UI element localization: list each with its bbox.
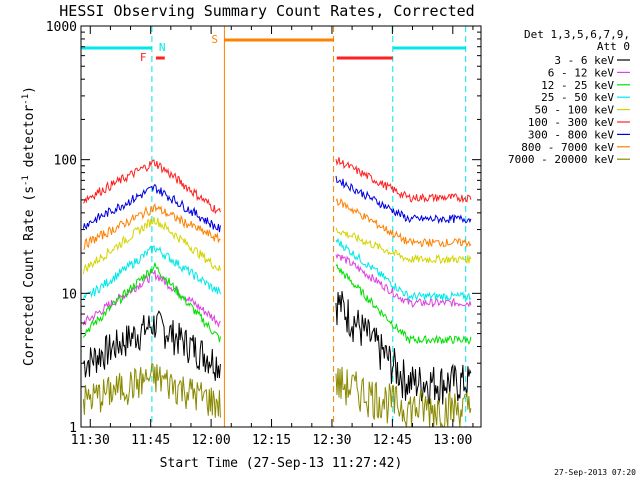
y-axis-label: Corrected Count Rate (s-1 detector-1) (21, 86, 37, 366)
legend-label: 3 - 6 keV (554, 54, 614, 67)
y-axis-label-part: detector (22, 105, 37, 176)
legend-label: 800 - 7000 keV (521, 141, 614, 154)
series-line (335, 366, 472, 428)
series-line (82, 362, 221, 418)
y-tick-label: 1000 (46, 20, 77, 35)
series-layer (82, 157, 472, 428)
series-line (83, 203, 221, 250)
axes: 11:30 11:45 12:00 12:15 12:30 12:45 13:00 1 10 10… (46, 20, 481, 448)
series-line (335, 157, 472, 204)
x-tick-label: 11:30 (71, 433, 110, 448)
series-line (82, 262, 221, 343)
y-tick-label: 1 (69, 421, 77, 436)
legend-label: 12 - 25 keV (541, 79, 614, 92)
legend-label: 6 - 12 keV (548, 66, 615, 79)
series-line (83, 159, 221, 214)
series-line (82, 245, 221, 300)
y-axis-label-sup: -1 (21, 94, 31, 105)
series-line (335, 290, 472, 407)
series-line (335, 253, 472, 308)
series-line (82, 310, 221, 381)
series-line (335, 198, 472, 248)
y-tick-label: 100 (54, 154, 77, 169)
night-flag-label: N (159, 41, 166, 54)
x-tick-label: 11:45 (131, 433, 170, 448)
plot-frame (80, 25, 482, 428)
series-line (82, 216, 221, 275)
legend-label: 7000 - 20000 keV (508, 153, 614, 166)
y-tick-label: 10 (61, 287, 77, 302)
legend-header: Det 1,3,5,6,7,9, (524, 28, 630, 41)
series-line (82, 183, 221, 233)
legend-header: Att 0 (597, 40, 630, 53)
status-flags: NF S (81, 26, 467, 427)
flare-flag-label: F (140, 51, 147, 64)
y-axis-label-part: ) (22, 86, 37, 94)
chart-title: HESSI Observing Summary Count Rates, Cor… (59, 2, 474, 20)
legend-label: 25 - 50 keV (541, 91, 614, 104)
x-tick-label: 13:00 (433, 433, 472, 448)
x-tick-label: 12:30 (312, 433, 351, 448)
x-tick-label: 12:45 (373, 433, 412, 448)
x-tick-label: 12:00 (192, 433, 231, 448)
series-line (335, 175, 472, 225)
x-tick-label: 12:15 (252, 433, 291, 448)
x-axis-label: Start Time (27-Sep-13 11:27:42) (160, 456, 403, 471)
series-line (335, 227, 472, 265)
series-line (335, 237, 472, 302)
legend-label: 300 - 800 keV (528, 128, 614, 141)
timestamp: 27-Sep-2013 07:20 (554, 468, 636, 477)
saa-flag-label: S (211, 33, 218, 46)
legend-label: 100 - 300 keV (528, 116, 614, 129)
legend-label: 50 - 100 keV (535, 104, 615, 117)
series-line (335, 263, 472, 345)
y-axis-label-sup: -1 (21, 175, 31, 186)
y-axis-label-part: Corrected Count Rate (s (22, 186, 37, 366)
